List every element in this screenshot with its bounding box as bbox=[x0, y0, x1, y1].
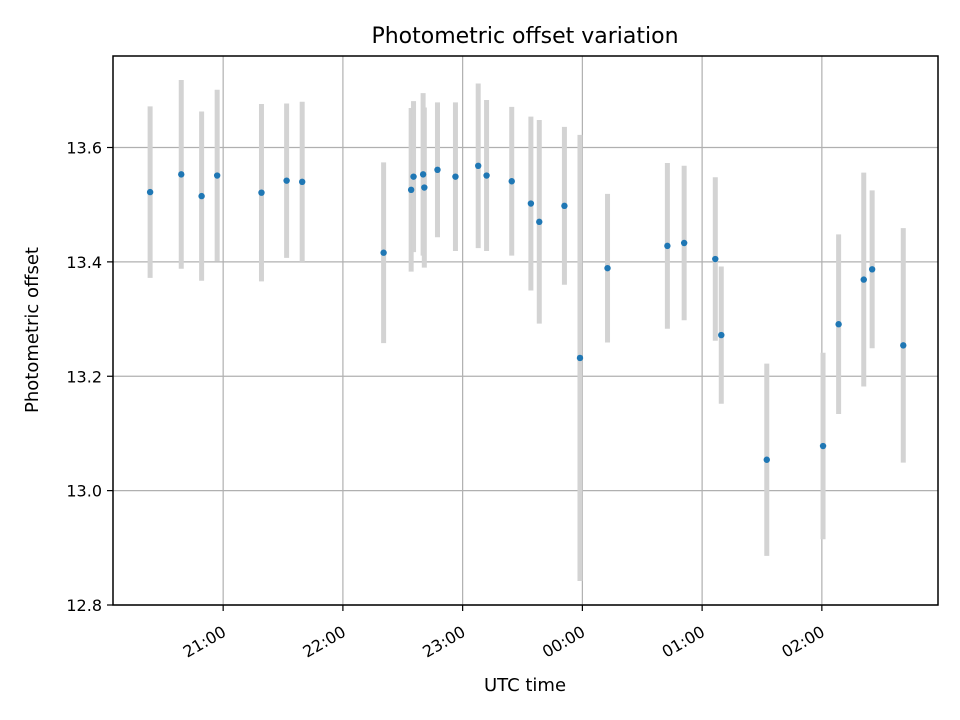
x-axis-label: UTC time bbox=[484, 675, 566, 696]
data-point bbox=[419, 171, 427, 178]
data-point bbox=[258, 189, 265, 196]
data-point bbox=[819, 442, 827, 450]
data-point bbox=[835, 321, 842, 328]
data-point bbox=[536, 218, 543, 226]
x-tick-label: 21:00 bbox=[180, 622, 229, 662]
data-point bbox=[860, 276, 867, 283]
data-point bbox=[380, 249, 387, 256]
y-tick-label: 13.4 bbox=[66, 253, 102, 272]
x-tick-label: 02:00 bbox=[778, 622, 827, 662]
data-point bbox=[900, 342, 907, 349]
error-bars bbox=[147, 80, 906, 581]
data-point bbox=[213, 172, 221, 179]
data-point bbox=[198, 192, 205, 200]
x-tick-label: 01:00 bbox=[659, 622, 708, 662]
y-tick-label: 13.2 bbox=[66, 367, 102, 386]
y-axis-ticks: 12.8 13.0 13.2 13.4 13.6 bbox=[66, 139, 113, 615]
chart-title: Photometric offset variation bbox=[371, 24, 678, 49]
y-tick-label: 12.8 bbox=[66, 596, 102, 615]
data-point bbox=[475, 162, 482, 169]
data-point bbox=[178, 171, 185, 178]
data-point bbox=[527, 200, 535, 207]
data-point bbox=[407, 186, 415, 194]
data-points bbox=[146, 162, 907, 463]
data-point bbox=[508, 178, 515, 185]
data-point bbox=[561, 202, 568, 210]
y-tick-label: 13.6 bbox=[66, 139, 102, 158]
y-tick-label: 13.0 bbox=[66, 482, 102, 501]
data-point bbox=[763, 456, 770, 463]
data-point bbox=[680, 239, 688, 247]
grid-lines bbox=[113, 56, 938, 606]
data-point bbox=[664, 242, 671, 250]
data-point bbox=[410, 173, 417, 180]
data-point bbox=[718, 331, 725, 339]
data-point bbox=[298, 178, 306, 186]
x-tick-label: 00:00 bbox=[539, 622, 588, 662]
x-tick-label: 23:00 bbox=[419, 622, 468, 662]
data-point bbox=[283, 177, 290, 184]
data-point bbox=[421, 184, 428, 191]
data-point bbox=[712, 255, 719, 263]
data-point bbox=[434, 166, 441, 174]
y-axis-label: Photometric offset bbox=[22, 247, 43, 413]
data-point bbox=[868, 266, 876, 273]
data-point bbox=[604, 264, 611, 272]
data-point bbox=[483, 172, 490, 179]
x-axis-ticks: 21:00 22:00 23:00 00:00 01:00 02:00 bbox=[180, 605, 828, 662]
x-tick-label: 22:00 bbox=[299, 622, 348, 662]
data-point bbox=[452, 173, 459, 180]
data-point bbox=[146, 188, 154, 196]
plot-frame bbox=[112, 55, 939, 606]
data-point bbox=[576, 354, 584, 362]
